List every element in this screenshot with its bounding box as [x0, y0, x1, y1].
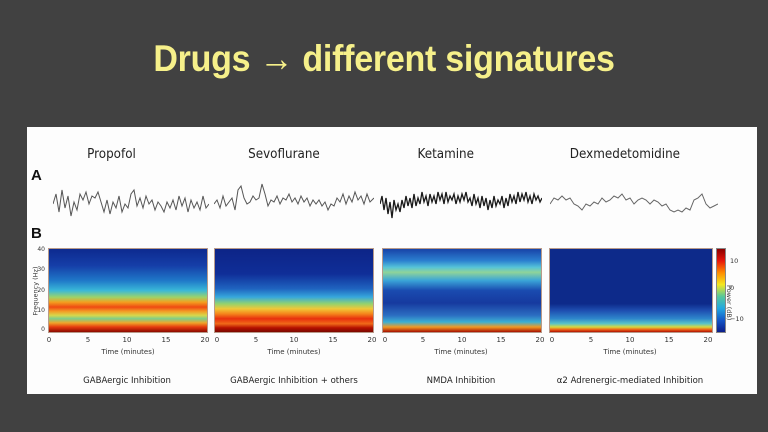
xtick: 20	[200, 336, 210, 344]
drug-label-propofol: Propofol	[87, 147, 136, 162]
xtick: 10	[457, 336, 467, 344]
xtick: 15	[328, 336, 338, 344]
panel-b-label: B	[31, 225, 42, 242]
colorbar-tick-0: 0	[730, 284, 735, 292]
xtick: 0	[549, 336, 555, 344]
spectrogram-sevoflurane	[214, 248, 374, 333]
xtick: 0	[382, 336, 388, 344]
colorbar-tick-minus10: −10	[730, 315, 744, 323]
ytick-20: 20	[37, 287, 45, 294]
mechanism-label-dexmedetomidine: α2 Adrenergic-mediated Inhibition	[556, 376, 704, 386]
colorbar-label: Power (dB)	[725, 285, 733, 321]
eeg-trace-ketamine	[380, 191, 542, 219]
ytick-40: 40	[37, 246, 45, 253]
eeg-trace-propofol	[53, 188, 209, 217]
time-axis-label: Time (minutes)	[434, 348, 488, 356]
xtick: 5	[85, 336, 91, 344]
panel-a-label: A	[31, 167, 42, 184]
xtick: 10	[122, 336, 132, 344]
xtick: 20	[367, 336, 377, 344]
xtick: 5	[588, 336, 594, 344]
eeg-figure: Propofol Sevoflurane Ketamine Dexmedetom…	[27, 127, 757, 394]
ytick-0: 0	[41, 326, 45, 333]
power-colorbar	[716, 248, 726, 333]
mechanism-label-propofol: GABAergic Inhibition	[83, 376, 171, 386]
xtick: 5	[253, 336, 259, 344]
slide-title: Drugs → different signatures	[153, 38, 615, 79]
xtick: 20	[535, 336, 545, 344]
time-axis-label: Time (minutes)	[101, 348, 155, 356]
xtick: 15	[161, 336, 171, 344]
ytick-10: 10	[37, 307, 45, 314]
xtick: 5	[420, 336, 426, 344]
eeg-trace-sevoflurane	[214, 183, 374, 212]
time-axis-label: Time (minutes)	[603, 348, 657, 356]
eeg-trace-dexmedetomidine	[550, 193, 718, 213]
drug-label-sevoflurane: Sevoflurane	[248, 147, 320, 162]
xtick: 15	[496, 336, 506, 344]
spectrogram-propofol	[48, 248, 208, 333]
xtick: 20	[703, 336, 713, 344]
mechanism-label-sevoflurane: GABAergic Inhibition + others	[230, 376, 358, 386]
spectrogram-ketamine	[382, 248, 542, 333]
xtick: 15	[664, 336, 674, 344]
xtick: 10	[289, 336, 299, 344]
colorbar-tick-10: 10	[730, 257, 739, 265]
xtick: 0	[214, 336, 220, 344]
time-axis-label: Time (minutes)	[267, 348, 321, 356]
drug-label-dexmedetomidine: Dexmedetomidine	[569, 147, 681, 162]
spectrogram-dexmedetomidine	[549, 248, 713, 333]
mechanism-label-ketamine: NMDA Inhibition	[426, 376, 496, 386]
drug-label-ketamine: Ketamine	[417, 147, 474, 162]
xtick: 0	[46, 336, 52, 344]
ytick-30: 30	[37, 266, 45, 273]
xtick: 10	[625, 336, 635, 344]
